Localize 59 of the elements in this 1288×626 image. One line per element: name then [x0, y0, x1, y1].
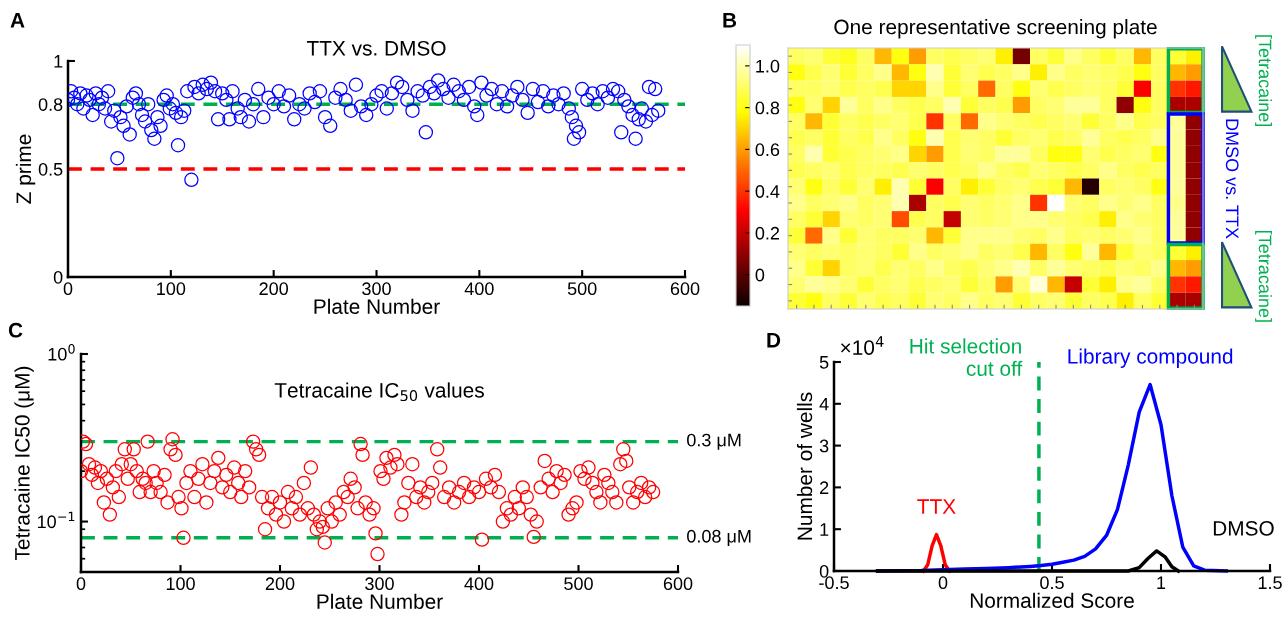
y-tick-label: 3	[819, 439, 829, 453]
color-bar-label: 0	[755, 268, 765, 282]
x-axis-title: Plate Number	[317, 593, 443, 609]
y-axis-title: Tetracaine IC50 (μM)	[14, 366, 34, 560]
text: ×10$^{4}$	[841, 336, 884, 355]
y-tick-label: 0.8	[38, 98, 63, 111]
y-tick-label: 0.5	[38, 162, 63, 176]
ref-line-label: Hit selection cut off	[910, 338, 1023, 377]
y-tick-label: 2	[820, 481, 829, 494]
x-tick-label: 400	[464, 577, 494, 591]
y-tick-label: 1	[54, 55, 63, 68]
x-tick-label: 400	[464, 282, 494, 296]
text: C	[8, 322, 23, 338]
x-tick-label: 600	[663, 577, 693, 591]
color-bar-label: 0.2	[755, 226, 780, 240]
x-tick-label: 1.5	[1258, 576, 1282, 590]
x-tick-label: 0	[938, 576, 948, 590]
color-bar-label: 0.6	[755, 143, 780, 157]
color-bar-label: 0.4	[755, 185, 780, 198]
y-tick-label: 4	[819, 397, 829, 411]
y-tick-label: 0	[53, 270, 63, 284]
x-tick-label: 1	[1157, 576, 1166, 589]
ref-line-label: 0.08 μM	[687, 529, 751, 546]
x-tick-label: 100	[166, 577, 195, 591]
text: B	[723, 13, 737, 28]
x-tick-label: 200	[265, 577, 295, 591]
y-tick-label: 5	[819, 356, 829, 369]
y-tick-label: 1	[820, 523, 829, 536]
ref-line-label: 0.3 μM	[687, 433, 741, 450]
x-tick-label: -0.5	[819, 576, 849, 590]
x-tick-label: 500	[564, 577, 593, 591]
x-tick-label: 100	[157, 282, 186, 296]
x-tick-label: 0	[76, 577, 86, 591]
series-label: Library compound	[1068, 348, 1233, 368]
x-tick-label: 300	[365, 577, 394, 591]
x-tick-label: 600	[670, 282, 700, 296]
text: Tetracaine IC$_{50}$ values	[274, 382, 484, 402]
y-axis-title: Z prime	[15, 134, 36, 204]
y-axis-title: Number of wells	[796, 392, 813, 540]
x-axis-title: Normalized Score	[970, 592, 1134, 608]
color-bar-label: 0.8	[755, 101, 780, 115]
x-tick-label: 200	[259, 282, 289, 296]
color-bar-label: 1.0	[756, 59, 780, 73]
x-tick-label: 500	[567, 282, 597, 296]
text: D	[767, 333, 781, 348]
text: A	[10, 13, 25, 28]
series-label: TTX	[917, 499, 956, 514]
chart-title: TTX vs. DMSO	[306, 40, 446, 56]
text: DMSO	[1213, 520, 1274, 536]
y-tick-label: 10$^{0}$	[48, 344, 75, 361]
text: [Tetracaine]	[1255, 231, 1272, 322]
text: DMSO vs. TTX	[1225, 119, 1239, 239]
text: [Tetracaine]	[1255, 35, 1272, 127]
x-axis-title: Plate Number	[314, 298, 440, 314]
y-tick-label: 10$^{−1}$	[37, 511, 75, 529]
y-tick-label: 0	[819, 564, 829, 578]
x-tick-label: 300	[362, 282, 391, 296]
x-tick-label: 0.5	[1040, 576, 1064, 590]
chart-title: One representative screening plate	[834, 19, 1157, 39]
